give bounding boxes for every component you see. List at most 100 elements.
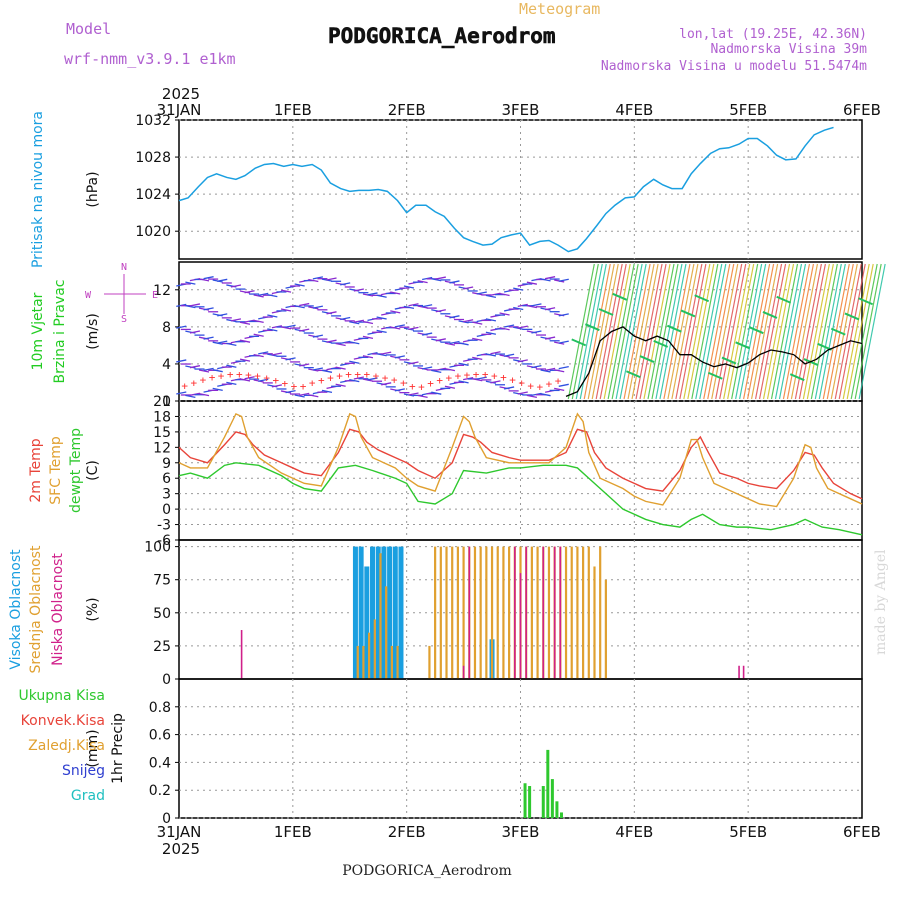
cloud-bar — [385, 586, 388, 679]
wind-hatch — [830, 263, 858, 400]
gust-mark: + — [418, 380, 425, 393]
gust-mark: + — [537, 381, 544, 394]
wind-arrow — [349, 341, 360, 345]
gust-mark: + — [482, 368, 489, 381]
y-tick-label: 0.6 — [149, 728, 171, 744]
wind-arrow — [531, 330, 542, 334]
gust-mark: + — [400, 377, 407, 390]
cloud-bar — [356, 645, 359, 679]
wind-arrow — [544, 276, 556, 280]
wind-arrow — [435, 338, 446, 342]
cloud-bar — [396, 645, 399, 679]
wind-arrow — [198, 369, 210, 373]
wind-arrow — [381, 382, 392, 386]
compass-w: W — [85, 290, 92, 301]
wind-arrow — [294, 283, 305, 287]
wind-hatch — [659, 263, 687, 400]
wind-arrow — [449, 315, 460, 319]
wind-arrow — [408, 361, 419, 365]
wind-arrow — [376, 294, 387, 298]
x-tick-label-top: 4FEB — [615, 101, 653, 119]
panel-title: 10m Vjetar — [30, 292, 46, 370]
wind-arrow — [431, 369, 442, 374]
wind-arrow — [189, 303, 201, 307]
wind-arrow — [362, 335, 374, 340]
wind-arrow — [376, 316, 387, 320]
cloud-bar — [398, 546, 404, 679]
wind-arrow — [362, 355, 374, 359]
wind-arrow — [558, 340, 569, 344]
gust-mark: + — [427, 377, 434, 390]
wind-hatch — [810, 263, 838, 400]
wind-hatch — [603, 263, 631, 400]
unit-label: (C) — [85, 460, 101, 481]
model-elevation-label: Nadmorska Visina u modelu 51.5474m — [601, 59, 867, 74]
wind-arrow — [403, 285, 415, 289]
wind-arrow — [271, 352, 283, 356]
gust-mark: + — [555, 374, 562, 387]
precip-bar — [559, 812, 563, 818]
y-tick-label: 75 — [153, 573, 171, 589]
wind-arrow — [517, 325, 528, 329]
wind-hatch — [699, 263, 727, 400]
gust-mark: + — [354, 368, 361, 381]
gust-mark: + — [291, 380, 298, 393]
gust-mark: + — [409, 380, 416, 393]
wind-hatch — [723, 263, 751, 400]
cloud-bar — [559, 546, 562, 679]
wind-hatch — [703, 263, 731, 400]
wind-arrow — [267, 293, 278, 298]
x-tick-label-bottom: 2FEB — [388, 823, 426, 841]
precip-bar — [523, 783, 527, 818]
cloud-bar — [604, 579, 607, 679]
wind-hatch — [631, 263, 659, 400]
y-tick-label: 12 — [153, 283, 171, 299]
wind-arrow — [253, 294, 264, 298]
wind-arrow — [244, 376, 255, 380]
wind-arrow-strong — [598, 308, 614, 316]
wind-arrow — [544, 336, 556, 340]
cloud-bar — [525, 546, 527, 679]
wind-hatch — [750, 263, 779, 400]
compass-n: N — [121, 262, 127, 273]
cloud-bar — [485, 546, 488, 679]
wind-arrow — [353, 376, 364, 380]
wind-hatch — [715, 263, 743, 400]
y-tick-label: 9 — [162, 456, 171, 472]
wind-arrow — [540, 278, 551, 282]
gust-mark: + — [473, 368, 480, 381]
wind-hatch — [695, 263, 723, 400]
x-year-bottom: 2025 — [162, 840, 200, 858]
cloud-bar — [358, 546, 364, 679]
panel-pressure: 1020 1024 1028 1032 (hPa) Pritisak na nivou m… — [30, 111, 863, 268]
wind-hatch — [739, 263, 767, 400]
wind-arrow — [299, 302, 310, 307]
wind-hatch — [591, 263, 619, 400]
cloud-bar — [570, 546, 573, 679]
cloud-bar — [392, 546, 398, 679]
panel-cloud: 0 25 50 75 100 (%) Visoka Oblacnost Srednja Obl… — [8, 539, 863, 688]
gust-mark: + — [436, 374, 443, 387]
wind-hatch — [671, 263, 699, 400]
wind-hatch — [806, 263, 834, 400]
gust-mark: + — [236, 368, 243, 381]
x-year-top: 2025 — [162, 85, 200, 103]
plot-layer: 31JAN 31JAN 1FEB 1FEB 2FEB 2FEB 3FEB 3FEB 4FEB 4F… — [8, 85, 886, 858]
compass-s: S — [121, 314, 127, 325]
wind-arrow — [499, 327, 510, 331]
legend-entry: Ukupna Kisa — [18, 688, 105, 704]
wind-arrow — [503, 353, 515, 357]
wind-arrow — [472, 321, 483, 325]
panel-title: 2m Temp — [28, 438, 44, 502]
wind-arrow — [367, 292, 378, 296]
wind-arrow — [176, 359, 187, 363]
wind-arrow — [349, 379, 360, 383]
cloud-bar — [240, 630, 243, 679]
wind-arrow — [189, 330, 201, 334]
wind-arrow-strong — [612, 292, 628, 301]
gust-mark: + — [327, 371, 334, 384]
panel-subtitle-2: dewpt Temp — [68, 428, 84, 513]
wind-arrow — [362, 320, 374, 325]
gust-mark: + — [527, 380, 534, 393]
